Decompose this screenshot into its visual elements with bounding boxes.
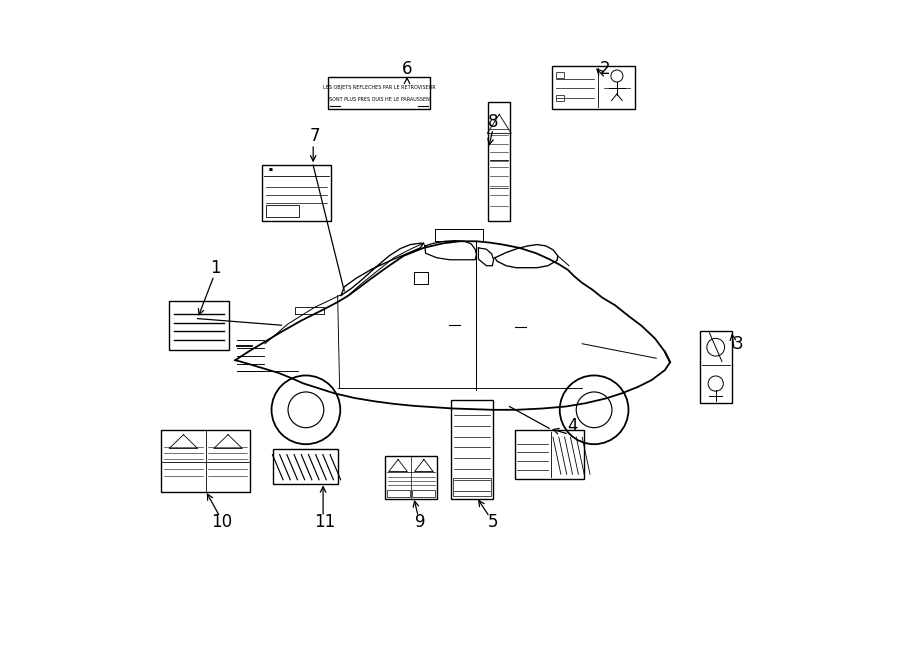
- Text: LES OBJETS REFLECHES PAR LE RETROVISEUR: LES OBJETS REFLECHES PAR LE RETROVISEUR: [322, 85, 436, 91]
- Text: 11: 11: [314, 513, 335, 531]
- Text: 6: 6: [401, 60, 412, 79]
- Text: SONT PLUS PRES QUIS HE LE PARAUSSEN: SONT PLUS PRES QUIS HE LE PARAUSSEN: [328, 96, 429, 101]
- Text: 9: 9: [415, 513, 426, 531]
- Bar: [262, 165, 331, 221]
- Bar: [454, 478, 491, 496]
- Text: 3: 3: [733, 334, 742, 353]
- Text: 10: 10: [212, 513, 232, 531]
- Bar: [556, 95, 564, 101]
- Text: 7: 7: [310, 126, 320, 145]
- Text: 5: 5: [488, 513, 499, 531]
- Bar: [553, 66, 635, 109]
- Bar: [556, 71, 564, 78]
- Bar: [515, 430, 584, 479]
- Bar: [451, 400, 493, 499]
- Bar: [328, 77, 430, 109]
- Bar: [700, 330, 732, 403]
- Bar: [273, 449, 338, 484]
- Bar: [266, 205, 299, 217]
- Text: 2: 2: [600, 60, 610, 79]
- Text: 8: 8: [488, 113, 499, 132]
- Text: 4: 4: [567, 417, 578, 436]
- Text: ■: ■: [268, 168, 273, 172]
- Bar: [489, 102, 510, 221]
- Bar: [169, 301, 229, 350]
- Bar: [412, 490, 435, 497]
- Text: 1: 1: [210, 258, 220, 277]
- Bar: [385, 456, 436, 499]
- Bar: [387, 490, 410, 497]
- Bar: [161, 430, 250, 492]
